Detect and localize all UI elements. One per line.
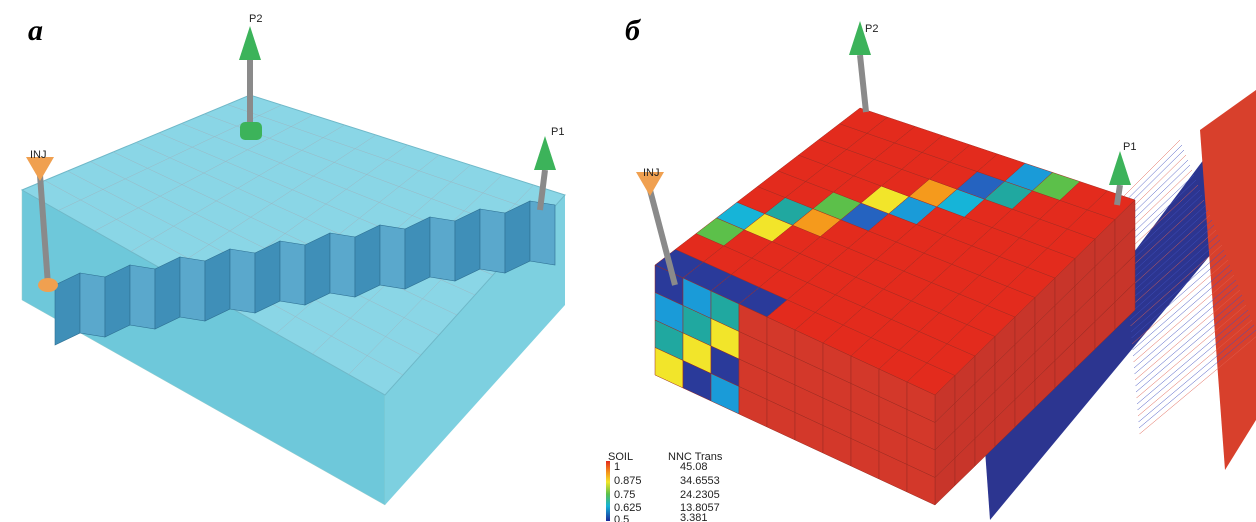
nnc-line	[1121, 145, 1183, 206]
legend-title: SOIL	[608, 451, 633, 463]
fault-step	[430, 217, 455, 281]
fault-step	[305, 233, 330, 305]
well-head	[534, 136, 556, 170]
panel-label: б	[625, 14, 641, 47]
well-label: P2	[865, 23, 878, 35]
fault-step	[205, 249, 230, 321]
fault-step	[355, 225, 380, 297]
fault-step	[155, 257, 180, 329]
well-label: INJ	[30, 149, 47, 161]
panel-b	[636, 21, 1256, 520]
fault-step	[405, 217, 430, 289]
panel-a	[22, 26, 565, 505]
fault-step	[505, 201, 530, 273]
legend-tick: 1	[614, 461, 620, 473]
legend-tick: 24.2305	[680, 489, 720, 501]
legend-tick: 0.75	[614, 489, 635, 501]
fault-step	[80, 273, 105, 337]
fault-step	[530, 201, 555, 265]
fault-step	[130, 265, 155, 329]
well-base	[38, 278, 58, 292]
panel-label: а	[28, 14, 43, 47]
fault-step	[105, 265, 130, 337]
well-label: P1	[551, 126, 564, 138]
legend-tick: 0.5	[614, 514, 629, 522]
fault-step	[230, 249, 255, 313]
well-pipe	[1117, 185, 1120, 205]
figure: а б P2 INJ P1 P2 INJ P1 SOIL 1 0.875 0.7…	[0, 0, 1256, 522]
legend-tick: 3.381	[680, 512, 708, 522]
legend-tick: 0.625	[614, 502, 642, 514]
fault-step	[455, 209, 480, 281]
fault-step	[280, 241, 305, 305]
soil-color-bar	[606, 461, 610, 521]
well-pipe	[860, 55, 866, 112]
well-head	[239, 26, 261, 60]
fault-step	[55, 273, 80, 345]
well-head	[1109, 151, 1131, 185]
well-label: P1	[1123, 141, 1136, 153]
fault-step	[255, 241, 280, 313]
well-base	[240, 122, 262, 140]
fault-step	[380, 225, 405, 289]
legend-tick: 34.6553	[680, 475, 720, 487]
legend-tick: 45.08	[680, 461, 708, 473]
well-label: INJ	[643, 167, 660, 179]
fault-step	[180, 257, 205, 321]
well-label: P2	[249, 13, 262, 25]
fault-step	[480, 209, 505, 273]
fault-step	[330, 233, 355, 297]
legend-tick: 0.875	[614, 475, 642, 487]
